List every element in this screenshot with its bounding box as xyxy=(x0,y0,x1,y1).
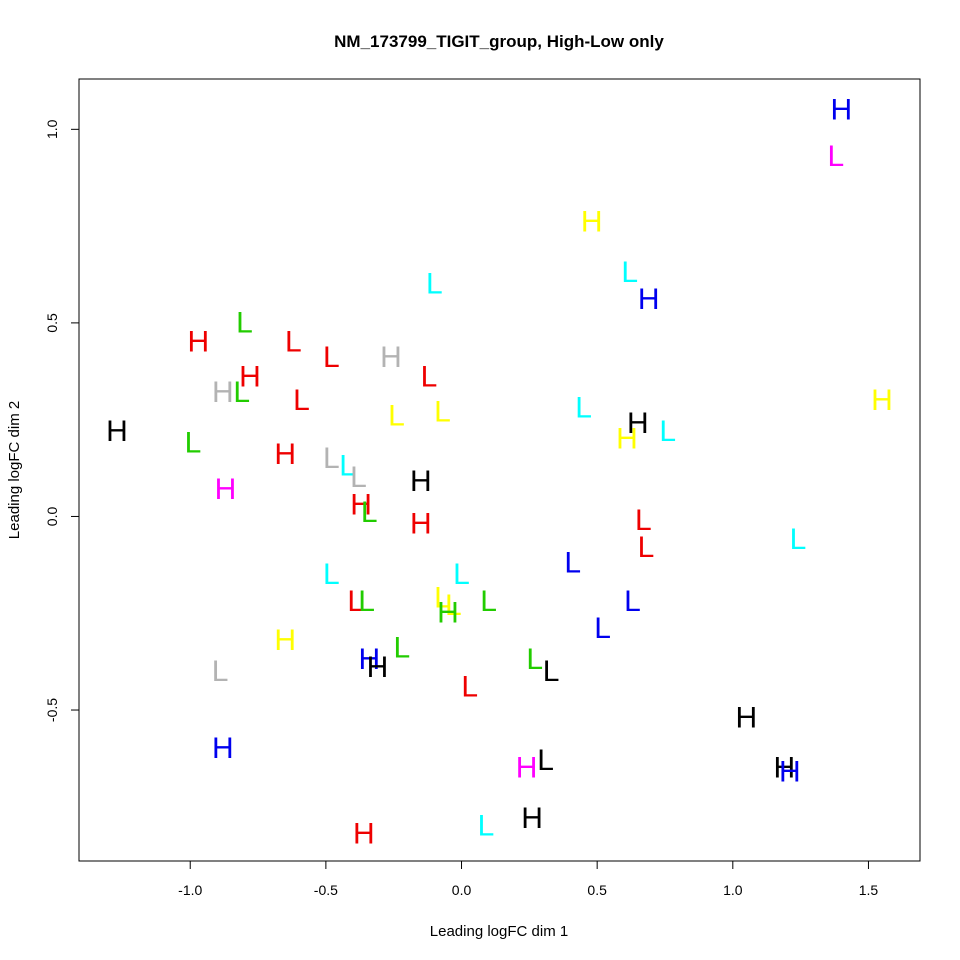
data-point: H xyxy=(106,415,128,448)
chart-title: NM_173799_TIGIT_group, High-Low only xyxy=(334,32,664,51)
data-point: L xyxy=(426,268,443,301)
data-point: H xyxy=(350,488,372,521)
data-point: L xyxy=(388,399,405,432)
data-point: L xyxy=(293,384,310,417)
data-point: H xyxy=(830,93,852,126)
data-point: L xyxy=(323,341,340,374)
data-point: H xyxy=(871,384,893,417)
data-point: L xyxy=(638,531,655,564)
data-point: H xyxy=(410,508,432,541)
data-point: L xyxy=(594,612,611,645)
data-point: L xyxy=(478,810,495,843)
data-point: L xyxy=(461,670,478,703)
data-point: L xyxy=(285,326,302,359)
data-point: H xyxy=(521,802,543,835)
data-point: H xyxy=(239,361,261,394)
data-point: L xyxy=(624,585,641,618)
data-point: H xyxy=(358,643,380,676)
data-point: L xyxy=(421,361,438,394)
data-point: H xyxy=(627,407,649,440)
data-point: L xyxy=(350,461,367,494)
data-point: L xyxy=(537,744,554,777)
data-point: L xyxy=(445,589,462,622)
x-axis: -1.0 -0.5 0.0 0.5 1.0 1.5 xyxy=(178,860,879,898)
data-point: L xyxy=(480,585,497,618)
data-point: L xyxy=(323,558,340,591)
data-point: H xyxy=(774,752,796,785)
y-tick-label: 0.0 xyxy=(44,507,60,527)
data-point: H xyxy=(410,465,432,498)
y-tick-label: 1.0 xyxy=(44,119,60,139)
x-tick-label: 0.0 xyxy=(452,882,472,898)
data-point: L xyxy=(575,392,592,425)
data-point: L xyxy=(361,496,378,529)
y-axis: -0.5 0.0 0.5 1.0 xyxy=(44,119,80,722)
data-point: L xyxy=(434,395,451,428)
data-point: L xyxy=(564,546,581,579)
x-tick-label: 0.5 xyxy=(587,882,607,898)
data-point: H xyxy=(274,438,296,471)
data-point: H xyxy=(736,701,758,734)
data-point: L xyxy=(212,655,229,688)
data-point: L xyxy=(358,585,375,618)
data-point: L xyxy=(828,140,845,173)
data-point: H xyxy=(188,326,210,359)
data-point: H xyxy=(779,755,801,788)
data-point: L xyxy=(543,655,560,688)
data-point: H xyxy=(353,817,375,850)
data-point: H xyxy=(212,732,234,765)
data-point: L xyxy=(339,450,356,483)
data-point: L xyxy=(635,504,652,537)
data-point: H xyxy=(380,341,402,374)
data-point: L xyxy=(621,256,638,289)
data-point: L xyxy=(526,643,543,676)
x-tick-label: -0.5 xyxy=(314,882,338,898)
x-tick-label: 1.0 xyxy=(723,882,743,898)
data-point: L xyxy=(236,306,253,339)
data-point: L xyxy=(323,442,340,475)
data-point: L xyxy=(185,426,202,459)
data-point: H xyxy=(516,752,538,785)
data-point: H xyxy=(616,423,638,456)
y-tick-label: 0.5 xyxy=(44,313,60,333)
data-point: L xyxy=(393,632,410,665)
data-point: H xyxy=(215,473,237,506)
x-tick-label: 1.5 xyxy=(859,882,879,898)
y-axis-label: Leading logFC dim 2 xyxy=(6,401,23,539)
x-axis-label: Leading logFC dim 1 xyxy=(430,923,568,940)
data-point: L xyxy=(434,581,451,614)
data-point: L xyxy=(347,585,364,618)
data-point: H xyxy=(212,376,234,409)
x-tick-label: -1.0 xyxy=(178,882,202,898)
data-point: L xyxy=(790,523,807,556)
data-point: H xyxy=(437,597,459,630)
data-point: L xyxy=(233,376,250,409)
data-point: H xyxy=(274,624,296,657)
data-point: H xyxy=(581,206,603,239)
data-point: L xyxy=(453,558,470,591)
data-point: H xyxy=(638,283,660,316)
data-point: L xyxy=(659,415,676,448)
y-tick-label: -0.5 xyxy=(44,698,60,722)
data-point: H xyxy=(367,651,389,684)
plot-frame xyxy=(78,78,921,862)
